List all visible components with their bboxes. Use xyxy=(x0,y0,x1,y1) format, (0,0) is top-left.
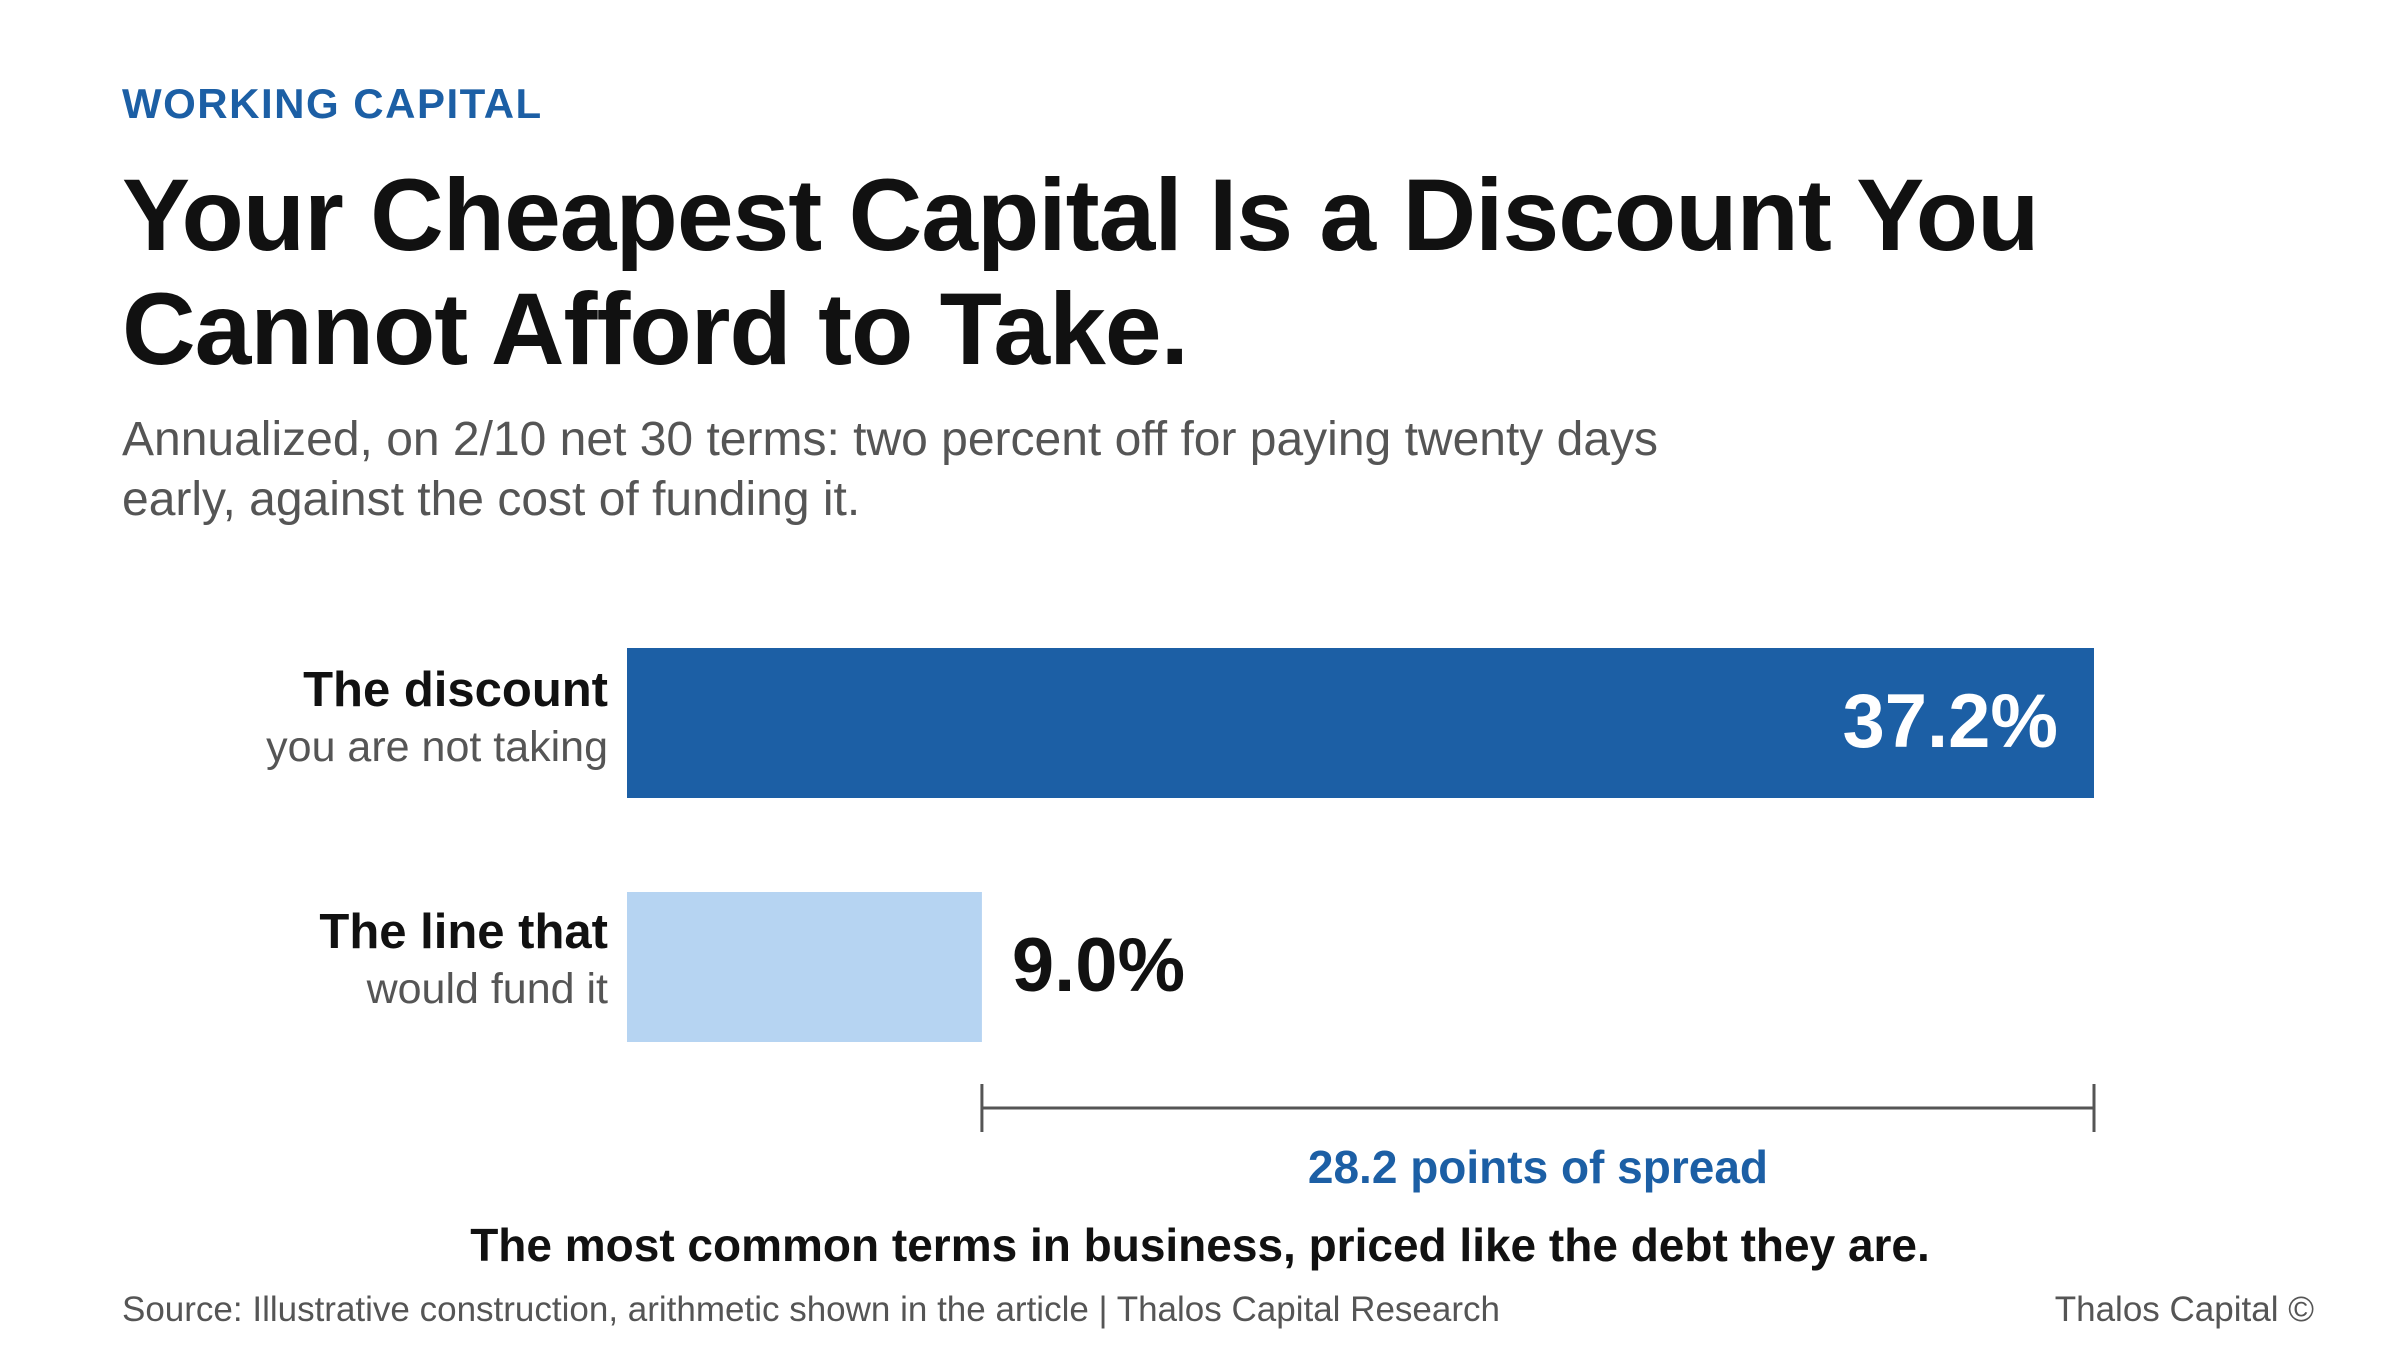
category-label-main: The line that xyxy=(319,905,608,959)
kicker: WORKING CAPITAL xyxy=(122,80,543,127)
source-note: Source: Illustrative construction, arith… xyxy=(122,1290,1500,1329)
category-label-discount: The discount you are not taking xyxy=(8,660,608,774)
category-label-sub: would fund it xyxy=(366,965,608,1013)
bar-0 xyxy=(627,648,2094,798)
chart-subtitle: Annualized, on 2/10 net 30 terms: two pe… xyxy=(122,413,1659,526)
category-label-line: The line that would fund it xyxy=(8,902,608,1016)
bar-value-label: 9.0% xyxy=(1012,923,1185,1008)
brand-credit: Thalos Capital © xyxy=(2054,1290,2314,1329)
chart-caption: The most common terms in business, price… xyxy=(470,1219,1930,1271)
spread-annotation-label: 28.2 points of spread xyxy=(1308,1141,1768,1193)
chart-title: Your Cheapest Capital Is a Discount You … xyxy=(122,158,2039,386)
category-label-sub: you are not taking xyxy=(266,723,608,771)
category-label-main: The discount xyxy=(303,663,608,717)
bar-value-label: 37.2% xyxy=(1843,679,2059,764)
bar-1 xyxy=(627,892,982,1042)
